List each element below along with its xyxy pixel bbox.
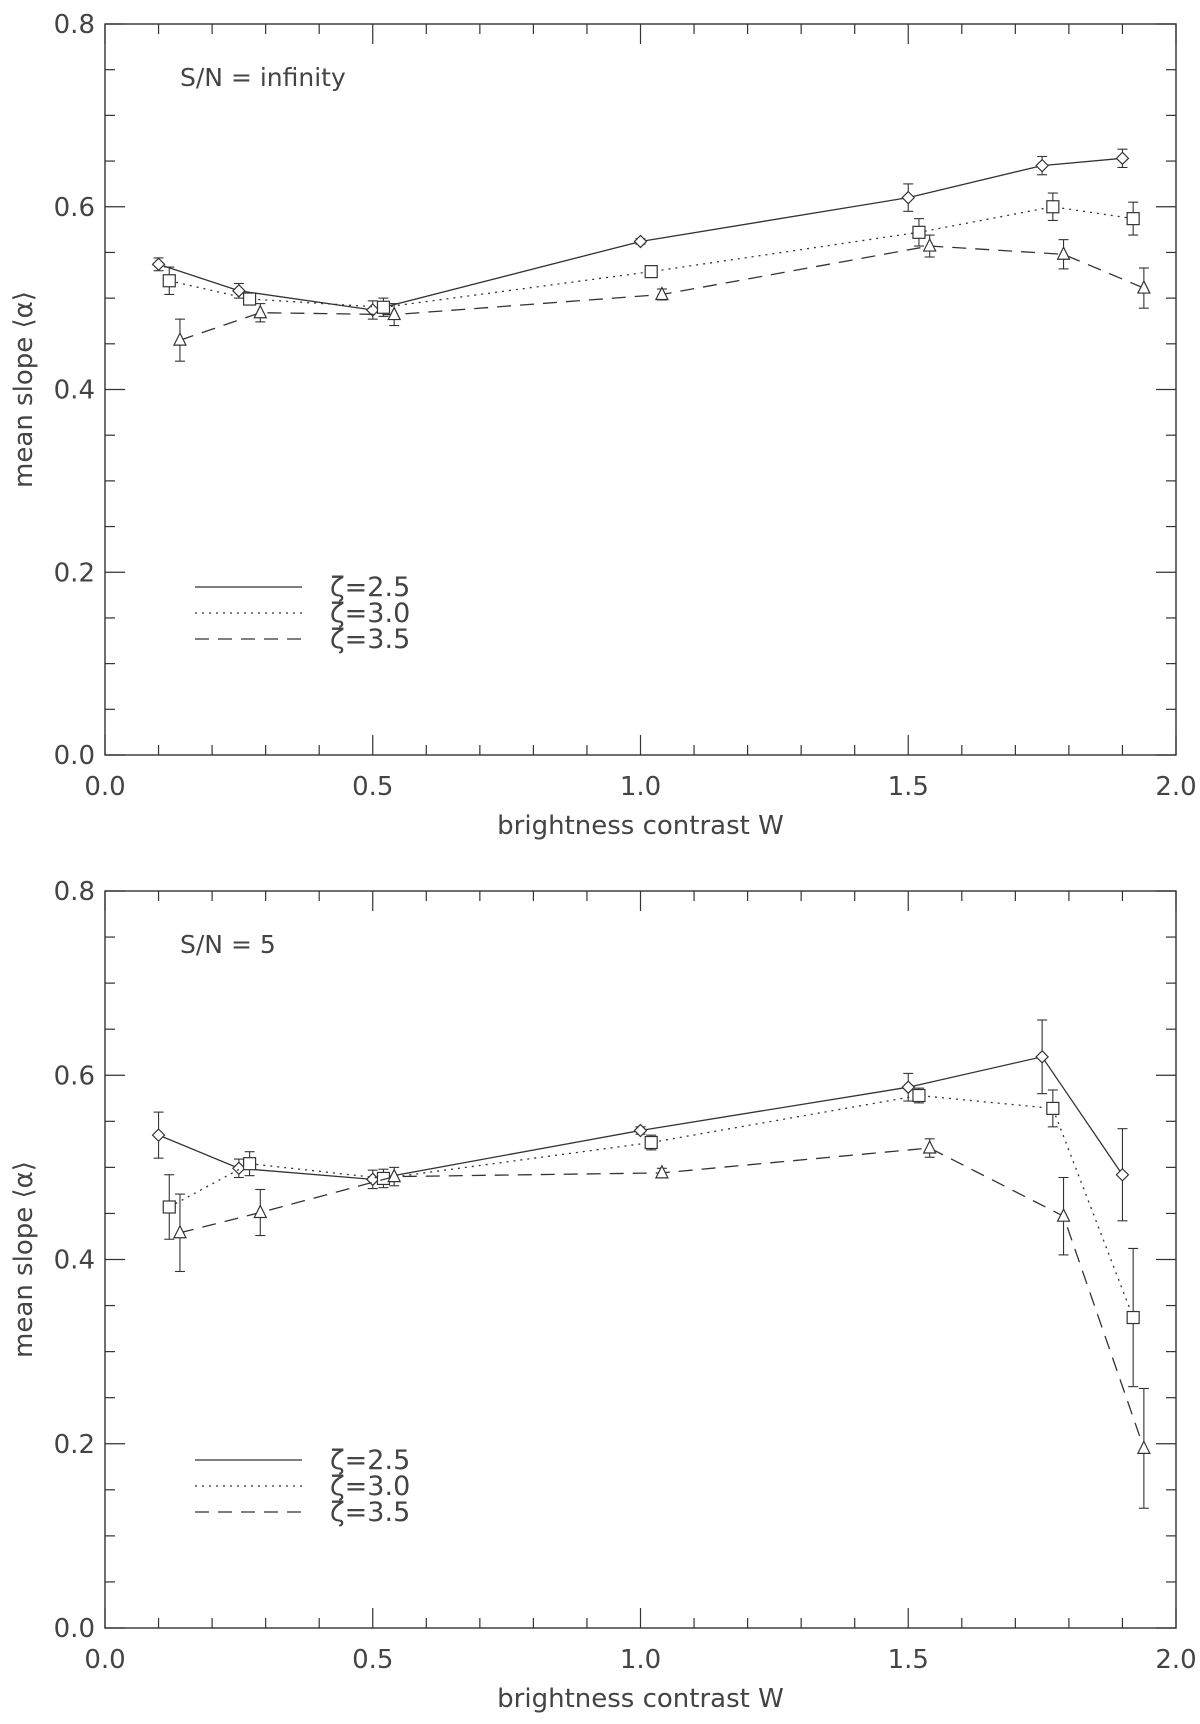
data-point-triangle xyxy=(387,1168,402,1183)
y-tick-label: 0.2 xyxy=(54,1430,95,1460)
legend-label: ζ=3.5 xyxy=(330,624,410,655)
data-point-triangle xyxy=(172,1224,187,1239)
data-point-square xyxy=(162,274,176,288)
data-point-triangle xyxy=(922,1139,937,1154)
data-point-square xyxy=(1046,1101,1060,1116)
legend-label: ζ=2.5 xyxy=(330,1445,410,1476)
data-point-triangle xyxy=(922,237,937,252)
data-point-triangle xyxy=(654,286,669,301)
data-point-square xyxy=(162,1200,176,1214)
series-diamond xyxy=(151,1019,1130,1222)
x-tick-label: 0.0 xyxy=(84,772,125,802)
series-square xyxy=(162,1087,1140,1388)
x-tick-label: 2.0 xyxy=(1155,1645,1196,1675)
data-point-diamond xyxy=(1035,158,1049,173)
y-tick-label: 0.0 xyxy=(54,1614,95,1644)
series-square xyxy=(162,192,1140,317)
data-point-triangle xyxy=(253,1204,268,1219)
x-tick-label: 0.0 xyxy=(84,1645,125,1675)
data-point-triangle xyxy=(654,1164,669,1179)
data-point-diamond xyxy=(151,257,166,272)
series-line xyxy=(169,206,1134,308)
data-point-square xyxy=(912,225,926,239)
panel-bottom: 0.0 0.5 1.0 1.5 2.0 0.0 0.2 0.4 0.6 0.8 brightness… xyxy=(9,877,1197,1714)
data-point-diamond xyxy=(633,1123,648,1138)
x-tick-label: 0.5 xyxy=(352,772,393,802)
y-tick-label: 0.6 xyxy=(54,1061,95,1091)
data-point-triangle xyxy=(1136,279,1151,294)
y-axis-label: mean slope ⟨α⟩ xyxy=(9,1161,39,1358)
legend-label: ζ=2.5 xyxy=(330,572,410,603)
data-point-triangle xyxy=(387,306,402,321)
data-point-square xyxy=(242,1157,257,1171)
y-tick-label: 0.2 xyxy=(54,558,95,588)
data-point-triangle xyxy=(1136,1440,1151,1454)
y-tick-label: 0.4 xyxy=(54,1246,95,1276)
data-point-square xyxy=(1126,1310,1140,1325)
y-axis-label: mean slope ⟨α⟩ xyxy=(9,291,39,488)
series-diamond xyxy=(151,148,1130,320)
series-triangle xyxy=(172,1138,1151,1509)
data-point-diamond xyxy=(901,1080,916,1095)
series-line xyxy=(179,1147,1145,1449)
x-tick-label: 1.5 xyxy=(888,1645,929,1675)
plot-frame xyxy=(104,890,1177,1629)
y-tick-label: 0.6 xyxy=(54,193,95,223)
legend-label: ζ=3.5 xyxy=(330,1497,410,1528)
data-point-triangle xyxy=(253,304,268,319)
data-point-square xyxy=(1046,200,1060,214)
data-point-diamond xyxy=(901,190,916,205)
data-point-square xyxy=(912,1088,926,1103)
data-point-square xyxy=(644,265,658,279)
x-tick-label: 1.0 xyxy=(620,772,661,802)
series-line xyxy=(158,157,1123,311)
y-tick-label: 0.8 xyxy=(54,10,95,40)
series-line xyxy=(158,1056,1123,1181)
plot-frame xyxy=(104,23,1177,756)
data-point-diamond xyxy=(232,1161,246,1176)
data-point-square xyxy=(242,292,257,306)
x-axis-label: brightness contrast W xyxy=(497,811,784,841)
sn-annotation: S/N = 5 xyxy=(180,930,276,959)
legend-label: ζ=3.0 xyxy=(330,1471,410,1502)
data-point-diamond xyxy=(1115,1167,1130,1182)
data-point-diamond xyxy=(633,234,648,249)
data-point-square xyxy=(376,300,391,314)
x-axis-label: brightness contrast W xyxy=(497,1684,784,1714)
x-tick-label: 1.5 xyxy=(888,772,929,802)
data-point-diamond xyxy=(1115,151,1130,166)
x-tick-label: 0.5 xyxy=(352,1645,393,1675)
y-tick-label: 0.8 xyxy=(54,877,95,907)
sn-annotation: S/N = infinity xyxy=(180,63,346,92)
legend-label: ζ=3.0 xyxy=(330,598,410,629)
x-tick-label: 2.0 xyxy=(1155,772,1196,802)
y-tick-label: 0.0 xyxy=(54,741,95,771)
data-point-diamond xyxy=(365,303,380,317)
data-point-triangle xyxy=(1056,1207,1071,1222)
data-point-square xyxy=(644,1135,658,1150)
data-point-triangle xyxy=(172,331,187,346)
panel-top: 0.0 0.5 1.0 1.5 2.0 0.0 0.2 0.4 0.6 0.8 brightness… xyxy=(9,10,1197,841)
x-tick-label: 1.0 xyxy=(620,1645,661,1675)
data-point-diamond xyxy=(1035,1049,1049,1064)
data-point-diamond xyxy=(151,1128,166,1142)
data-point-triangle xyxy=(1056,245,1071,260)
data-point-square xyxy=(1126,212,1140,226)
series-triangle xyxy=(172,234,1151,362)
y-tick-label: 0.4 xyxy=(54,376,95,406)
